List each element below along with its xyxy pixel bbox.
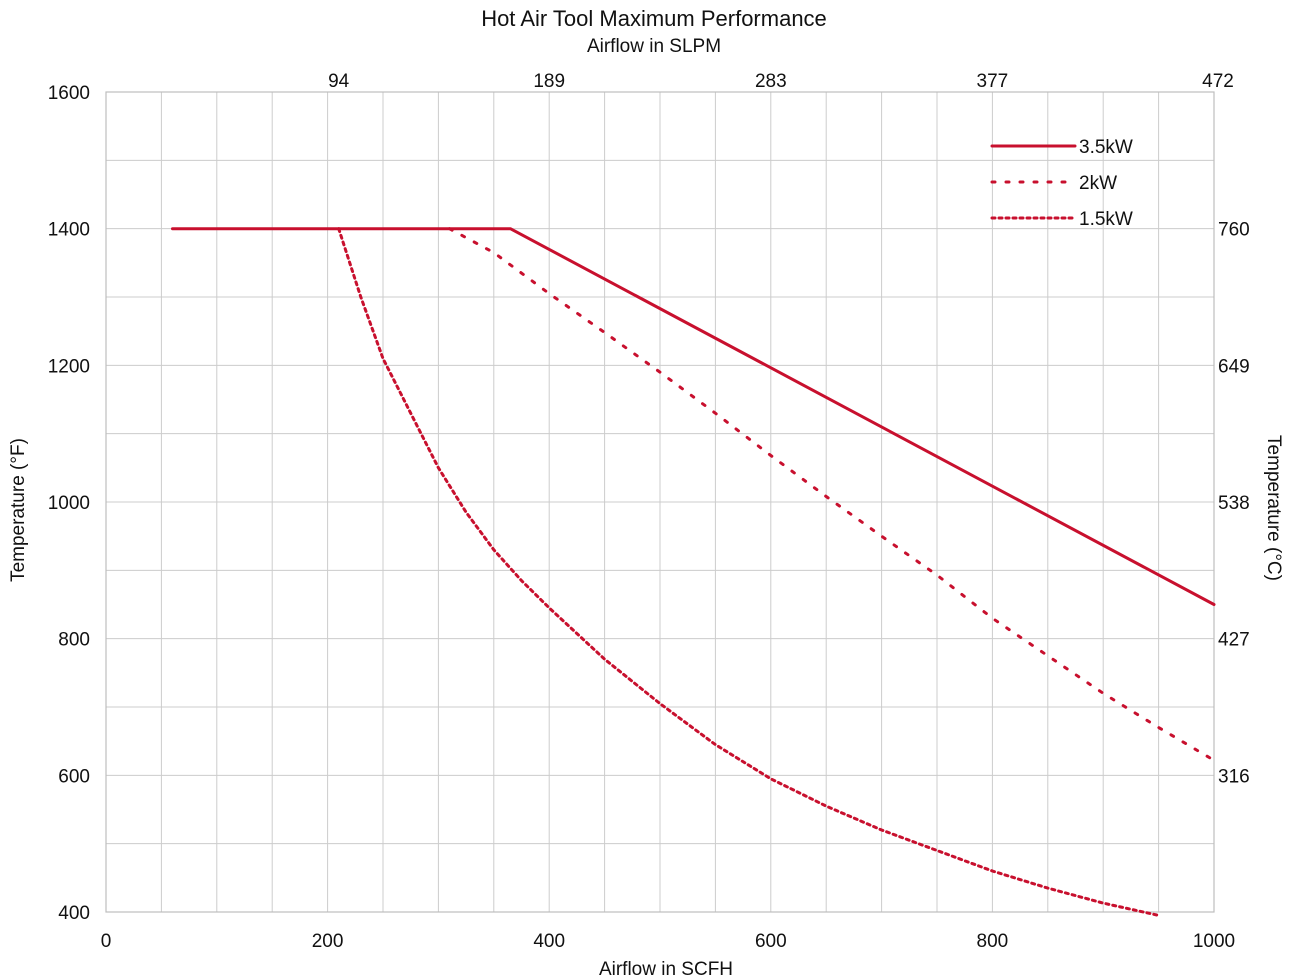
x-tick-label: 200 [312,931,344,952]
x-tick-label: 0 [101,931,112,952]
y-tick-label: 1400 [48,220,90,241]
x-tick-label: 800 [977,931,1009,952]
chart-subtitle: Airflow in SLPM [587,36,721,57]
x2-tick-label: 189 [533,71,565,92]
chart-title: Hot Air Tool Maximum Performance [481,6,827,31]
x2-tick-label: 283 [755,71,787,92]
x-tick-label: 400 [533,931,565,952]
series-line-3-5kw [171,227,1216,606]
y-tick-label: 1200 [48,356,90,377]
x2-tick-label: 472 [1202,71,1234,92]
y-tick-label: 1000 [48,493,90,514]
x2-tick-label: 94 [328,71,350,92]
y2-tick-label: 760 [1218,220,1250,241]
series-layer [171,227,1216,917]
x-tick-label: 600 [755,931,787,952]
tick-labels: 0 200 400 600 800 1000 400 600 800 1000 1200 1400 16… [48,71,1250,952]
y-tick-label: 600 [58,766,90,787]
y2-tick-label: 316 [1218,766,1250,787]
legend: 3.5kW 2kW 1.5kW [990,137,1133,230]
x-axis-label: Airflow in SCFH [599,959,733,980]
legend-label: 1.5kW [1079,209,1133,230]
plot-frame [105,91,1215,913]
y2-tick-label: 538 [1218,493,1250,514]
y2-tick-label: 649 [1218,356,1250,377]
y-tick-label: 400 [58,903,90,924]
y2-tick-label: 427 [1218,630,1250,651]
series-line-1-5kw [337,227,1161,917]
legend-label: 2kW [1079,173,1117,194]
legend-label: 3.5kW [1079,137,1133,158]
x-tick-label: 1000 [1193,931,1235,952]
y-axis-label: Temperature (°F) [8,438,29,582]
grid [106,92,1214,912]
y2-axis-label: Temperature (°C) [1263,435,1284,581]
x2-tick-label: 377 [977,71,1009,92]
series-line-2kw [448,227,1216,762]
y-tick-label: 1600 [48,83,90,104]
y-tick-label: 800 [58,630,90,651]
